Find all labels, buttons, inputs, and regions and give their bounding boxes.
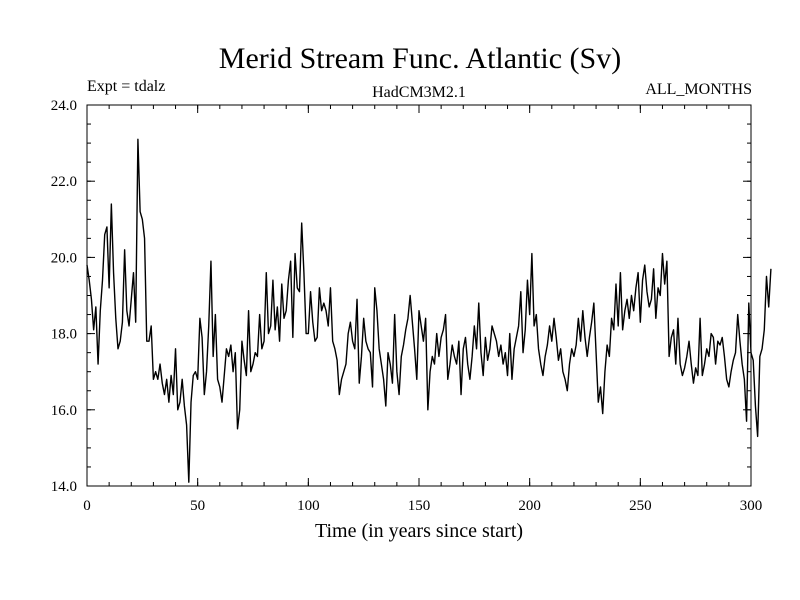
y-tick-label: 22.0 (51, 174, 77, 190)
x-tick-label: 300 (740, 498, 763, 514)
x-tick-label: 100 (297, 498, 320, 514)
y-tick-label: 16.0 (51, 403, 77, 419)
y-tick-label: 20.0 (51, 250, 77, 266)
chart-title: Merid Stream Func. Atlantic (Sv) (219, 42, 621, 75)
x-tick-label: 250 (629, 498, 652, 514)
y-tick-label: 14.0 (51, 479, 77, 495)
x-axis-label: Time (in years since start) (315, 520, 523, 542)
x-tick-label: 0 (83, 498, 91, 514)
x-tick-label: 150 (408, 498, 431, 514)
x-tick-label: 50 (190, 498, 205, 514)
axis-ticks (86, 104, 752, 487)
axis-tick-labels: 0 50 100 150 200 250 300 14.0 16.0 18.0 20.0 22.0 24… (51, 98, 763, 514)
y-tick-label: 18.0 (51, 327, 77, 343)
months-label: ALL_MONTHS (645, 81, 752, 98)
x-tick-label: 200 (518, 498, 541, 514)
expt-label: Expt = tdalz (87, 78, 165, 95)
series-line (86, 138, 772, 483)
model-label: HadCM3M2.1 (372, 84, 466, 101)
y-tick-label: 24.0 (51, 98, 77, 114)
